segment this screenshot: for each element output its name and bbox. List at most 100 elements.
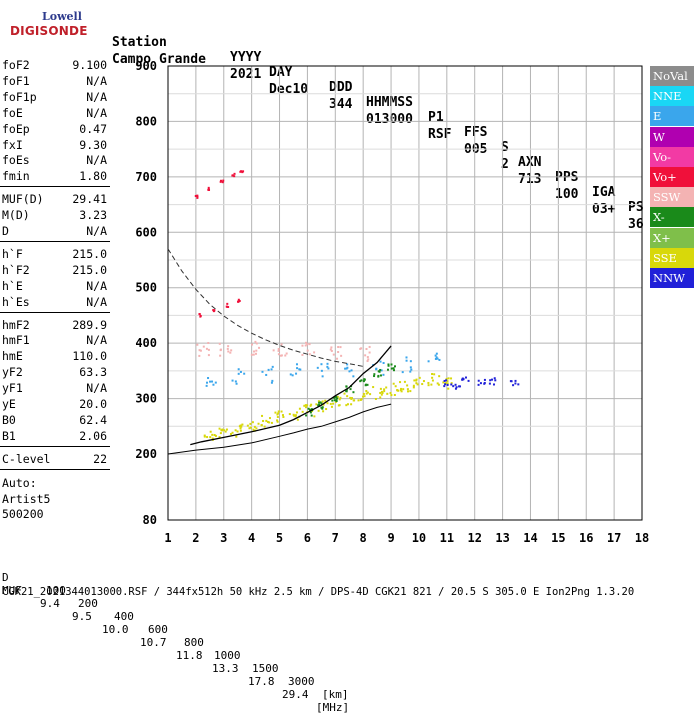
y-tick-label: 600 (135, 225, 157, 239)
header-label-yyyy: YYYY (230, 50, 262, 65)
echo-point-e (352, 375, 355, 378)
x-tick-label: 16 (579, 531, 593, 545)
echo-point-e (434, 354, 437, 357)
echo-point-sse (266, 420, 269, 423)
echo-point-sse (349, 396, 352, 399)
header-label-station: Station (112, 35, 167, 50)
echo-point-sse (399, 389, 402, 392)
param-value: N/A (86, 153, 107, 168)
param-key: fxI (2, 137, 23, 152)
header-label-axn: AXN (518, 155, 542, 170)
param-row: hmF1 N/A (2, 333, 107, 349)
echo-point-ssw (277, 353, 280, 356)
echo-point-sse (430, 383, 433, 386)
echo-point-sse (385, 386, 388, 389)
echo-point-sse (445, 378, 448, 381)
echo-point-sse (211, 437, 214, 440)
echo-point-nnw (458, 385, 461, 388)
footer-muf-value: 9.4 (40, 597, 60, 610)
echo-point-ssw (199, 349, 202, 352)
autoscale-line: 500200 (2, 507, 44, 522)
echo-point-sse (338, 404, 341, 407)
echo-point-sse (211, 433, 214, 436)
echo-point-sse (325, 408, 328, 411)
header-values-row: Campo Grande 2021 Dec10 344 013000 RSF 0… (112, 37, 644, 247)
echo-point-x (387, 364, 390, 367)
echo-point-sse (249, 426, 252, 429)
echo-point-sse (225, 428, 228, 431)
header-value-p1: RSF (428, 127, 452, 142)
echo-point-ssw (366, 356, 369, 359)
echo-point-e (427, 360, 430, 363)
echo-point-sse (276, 413, 279, 416)
echo-point-e (267, 368, 270, 371)
param-row: h`F 215.0 (2, 247, 107, 263)
autoscale-line: Artist5 (2, 491, 51, 506)
echo-point-ssw (255, 349, 258, 352)
echo-point-sse (298, 407, 301, 410)
echo-point-ssw (339, 346, 342, 349)
echo-point-sse (390, 394, 393, 397)
echo-point-sse (383, 390, 386, 393)
echo-point-sse (406, 388, 409, 391)
param-value: 110.0 (72, 349, 107, 364)
echo-point-sse (380, 390, 383, 393)
param-key: B0 (2, 412, 16, 427)
param-value: 289.9 (72, 317, 107, 332)
echo-point-sse (366, 391, 369, 394)
echo-point-sse (427, 384, 430, 387)
echo-point-ssw (258, 346, 261, 349)
echo-point-x (309, 411, 312, 414)
x-tick-label: 4 (248, 531, 255, 545)
echo-point-ssw (306, 343, 309, 346)
header-value-s: 2 (501, 157, 509, 172)
param-key: yF1 (2, 381, 23, 396)
echo-point-e (271, 365, 274, 368)
echo-point-ssw (227, 350, 230, 353)
y-tick-label: 300 (135, 392, 157, 406)
echo-point-sse (427, 381, 430, 384)
echo-point-sse (276, 419, 279, 422)
echo-point-e (209, 380, 212, 383)
echo-point-ssw (308, 343, 311, 346)
x-tick-label: 11 (440, 531, 454, 545)
echo-point-ssw (226, 347, 229, 350)
param-key: D (2, 224, 9, 238)
echo-point-ssw (336, 357, 339, 360)
echo-point-sse (240, 425, 243, 428)
echo-point-sse (421, 383, 424, 386)
echo-point-x (373, 373, 376, 376)
echo-point-sse (239, 429, 242, 432)
echo-point-ssw (207, 348, 210, 351)
echo-point-nnw (488, 382, 491, 385)
echo-point-x (345, 385, 348, 388)
echo-point-sse (268, 417, 271, 420)
echo-point-sse (379, 387, 382, 390)
header-label-ps: PS (628, 200, 644, 215)
header-label-ffs: FFS (464, 125, 488, 140)
echo-point-ssw (218, 342, 221, 345)
echo-point-sse (315, 403, 318, 406)
param-row: foF2 9.100 (2, 58, 107, 74)
echo-point-sse (332, 402, 335, 405)
echo-point-e (206, 381, 209, 384)
header-value-station: Campo Grande (112, 52, 206, 67)
param-value: 2.06 (79, 428, 107, 443)
x-tick-label: 9 (387, 531, 394, 545)
x-tick-label: 8 (360, 531, 367, 545)
echo-point-sse (350, 403, 353, 406)
echo-point-sse (362, 392, 365, 395)
echo-point-e (299, 368, 302, 371)
echo-point-e (211, 380, 214, 383)
echo-point-e (291, 374, 294, 377)
param-row: h`Es N/A (2, 295, 107, 311)
param-value: 0.47 (79, 121, 107, 136)
echo-point-ssw (329, 348, 332, 351)
echo-point-sse (418, 376, 421, 379)
echo-point-ssw (337, 346, 340, 349)
echo-point-sse (260, 424, 263, 427)
echo-point-sse (360, 398, 363, 401)
echo-point-e (231, 379, 234, 382)
echo-point-x (392, 367, 395, 370)
y-tick-label: 400 (135, 336, 157, 350)
